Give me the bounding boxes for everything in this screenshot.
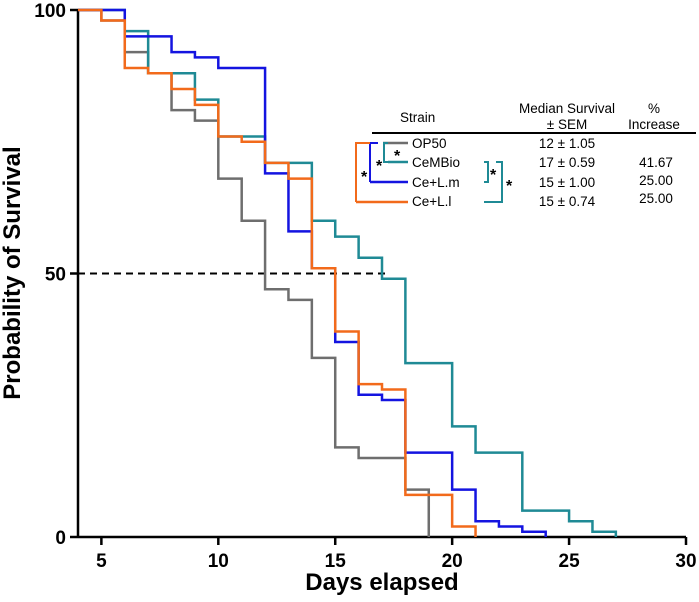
sig-star-3: * [361, 169, 368, 186]
x-tick-label: 15 [325, 551, 347, 572]
series-group [78, 8, 618, 537]
x-ticks: 5 10 15 20 25 30 [96, 537, 697, 572]
legend-row-median: 12 ± 1.05 [539, 136, 595, 151]
legend-header-increase-2: Increase [628, 117, 680, 132]
legend-row-strain: CeMBio [412, 155, 460, 170]
y-tick-label: 100 [34, 1, 66, 22]
legend-header-strain: Strain [400, 110, 435, 125]
series-line-op50 [78, 8, 431, 537]
legend-header-median-2: ± SEM [547, 117, 587, 132]
series-line-ce-l-l [78, 8, 477, 537]
legend-row-median: 15 ± 1.00 [539, 175, 595, 190]
legend-row-strain: Ce+L.m [412, 175, 460, 190]
sig-star-1: * [394, 148, 401, 165]
legend-row-increase: 41.67 [639, 155, 673, 170]
legend-header-increase-1: % [648, 101, 660, 116]
legend-row-increase: 25.00 [639, 173, 673, 188]
sig-star-4: * [490, 167, 497, 184]
x-tick-label: 10 [208, 551, 229, 572]
x-axis-title: Days elapsed [305, 569, 458, 596]
x-tick-label: 30 [675, 551, 696, 572]
legend-row-strain: OP50 [412, 136, 447, 151]
bracket-cembio-celm [484, 161, 489, 183]
bracket-op50-cell [355, 142, 370, 202]
bracket-op50-cembio [383, 142, 388, 163]
legend: Strain Median Survival ± SEM % Increase … [355, 101, 696, 209]
y-ticks: 0 50 100 [34, 1, 78, 549]
sig-star-2: * [376, 158, 383, 175]
series-line-cembio [78, 8, 618, 537]
y-axis-title: Probability of Survival [0, 146, 26, 399]
legend-row-strain: Ce+L.l [412, 194, 451, 209]
x-tick-label: 25 [559, 551, 581, 572]
legend-header-median-1: Median Survival [519, 101, 615, 116]
x-tick-label: 20 [442, 551, 463, 572]
y-tick-label: 0 [55, 528, 66, 549]
legend-row-median: 17 ± 0.59 [539, 155, 595, 170]
bracket-cembio-cell [484, 161, 503, 203]
y-tick-label: 50 [45, 265, 66, 286]
sig-star-5: * [506, 178, 513, 195]
x-tick-label: 5 [96, 551, 107, 572]
legend-row-increase: 25.00 [639, 191, 673, 206]
legend-row-median: 15 ± 0.74 [539, 194, 596, 209]
